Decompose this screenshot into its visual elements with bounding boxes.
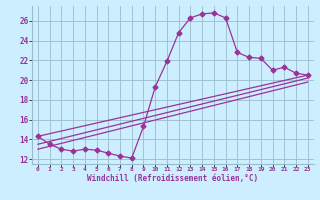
X-axis label: Windchill (Refroidissement éolien,°C): Windchill (Refroidissement éolien,°C) bbox=[87, 174, 258, 183]
